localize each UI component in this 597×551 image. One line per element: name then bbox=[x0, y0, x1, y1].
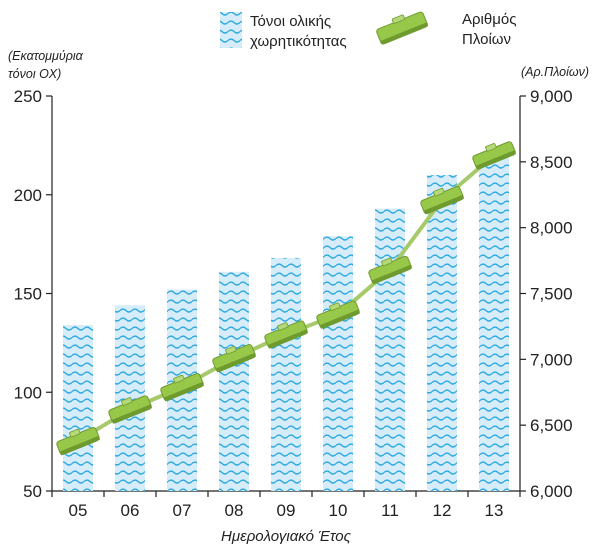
ships-marker bbox=[160, 373, 205, 402]
legend-tonnage-swatch bbox=[220, 12, 242, 48]
tonnage-bar bbox=[479, 157, 509, 491]
legend-tonnage-label-line2: χωρητικότητας bbox=[250, 33, 347, 50]
y-right-tick-label: 8,000 bbox=[530, 219, 573, 238]
ships-marker bbox=[316, 300, 361, 329]
ships-marker bbox=[420, 186, 465, 215]
x-tick-label: 05 bbox=[69, 501, 88, 520]
ships-marker bbox=[212, 344, 257, 373]
x-tick-label: 08 bbox=[225, 501, 244, 520]
y-left-tick-label: 50 bbox=[23, 482, 42, 501]
y-right-tick-label: 6,500 bbox=[530, 416, 573, 435]
ships-marker bbox=[264, 320, 309, 349]
x-tick-label: 11 bbox=[381, 501, 399, 520]
y-left-tick-label: 150 bbox=[14, 285, 42, 304]
x-tick-label: 07 bbox=[173, 501, 192, 520]
tonnage-bar bbox=[427, 175, 457, 491]
y-left-unit-label-line1: (Εκατομμύρια bbox=[8, 49, 84, 63]
y-right-tick-label: 8,500 bbox=[530, 153, 573, 172]
ships-marker bbox=[472, 141, 517, 170]
x-ticks: 05 06 07 08 09 10 11 12 13 bbox=[51, 491, 521, 520]
legend: Τόνοι ολικής χωρητικότητας Αριθμός Πλοίω… bbox=[220, 11, 516, 50]
y-left-tick-label: 100 bbox=[14, 383, 42, 402]
legend-ships-ship-icon bbox=[376, 11, 429, 45]
y-right-ticks: 6,000 6,500 7,000 7,500 8,000 8,500 9,000 bbox=[520, 87, 573, 501]
y-right-unit-label: (Αρ.Πλοίων) bbox=[521, 65, 589, 79]
y-right-tick-label: 7,000 bbox=[530, 350, 573, 369]
ships-marker bbox=[108, 395, 153, 424]
x-tick-label: 10 bbox=[329, 501, 348, 520]
tonnage-bar bbox=[323, 236, 353, 491]
x-axis-title: Ημερολογιακό Έτος bbox=[221, 528, 352, 545]
ships-marker bbox=[368, 255, 413, 285]
ships-line bbox=[56, 141, 517, 456]
y-right-tick-label: 9,000 bbox=[530, 87, 573, 106]
x-tick-label: 12 bbox=[433, 501, 452, 520]
legend-ships-label-line2: Πλοίων bbox=[462, 31, 511, 48]
x-tick-label: 13 bbox=[485, 501, 504, 520]
legend-ships-label-line1: Αριθμός bbox=[462, 11, 516, 28]
y-left-tick-label: 250 bbox=[14, 87, 42, 106]
y-right-tick-label: 7,500 bbox=[530, 285, 573, 304]
ships-marker bbox=[56, 427, 101, 456]
y-right-tick-label: 6,000 bbox=[530, 482, 573, 501]
tonnage-bar bbox=[271, 257, 301, 491]
y-left-unit-label-line2: τόνοι ΟΧ) bbox=[8, 67, 61, 81]
tonnage-bar bbox=[219, 271, 249, 491]
x-tick-label: 09 bbox=[277, 501, 296, 520]
tonnage-bar bbox=[375, 208, 405, 491]
x-tick-label: 06 bbox=[121, 501, 140, 520]
tonnage-bar bbox=[63, 325, 93, 491]
legend-tonnage-label-line1: Τόνοι ολικής bbox=[250, 13, 331, 30]
y-left-ticks: 50 100 150 200 250 bbox=[14, 87, 52, 501]
y-left-tick-label: 200 bbox=[14, 186, 42, 205]
